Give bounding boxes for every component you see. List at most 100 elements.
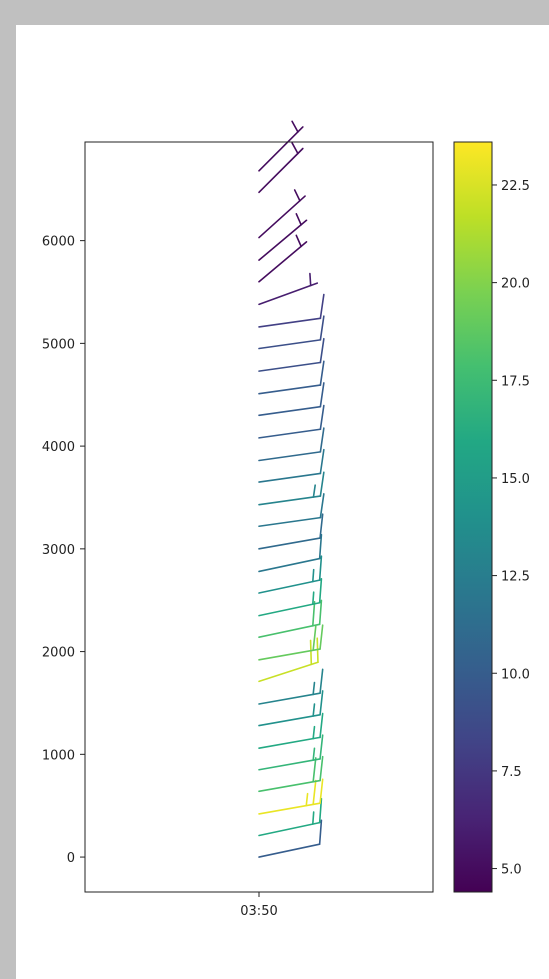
- wind-barb: [258, 624, 324, 661]
- wind-barb: [258, 578, 323, 617]
- barb-flag: [319, 755, 324, 782]
- barb-flag: [311, 591, 315, 605]
- y-tick-label: 2000: [42, 646, 75, 661]
- barb-flag: [311, 811, 315, 825]
- barb-flag: [312, 757, 317, 783]
- barb-flag: [305, 792, 309, 807]
- colorbar-tick-label: 5.0: [501, 863, 522, 878]
- barb-flag: [318, 819, 323, 845]
- barb-shaft: [258, 736, 321, 749]
- barb-flag: [319, 337, 325, 364]
- barb-shaft: [258, 537, 321, 550]
- barb-flag: [311, 601, 316, 627]
- colorbar: [453, 141, 493, 893]
- barb-flag: [319, 293, 325, 320]
- barb-shaft: [258, 579, 321, 594]
- colorbar-tick-label: 22.5: [501, 179, 530, 194]
- barb-flag: [319, 493, 325, 519]
- wind-barb: [258, 427, 325, 462]
- wind-barb: [258, 272, 319, 306]
- wind-barb: [258, 533, 323, 573]
- barb-shaft: [258, 384, 322, 395]
- wind-barb: [258, 360, 325, 395]
- barb-flag: [318, 599, 323, 626]
- wind-barb: [258, 755, 324, 793]
- wind-barb: [258, 404, 325, 439]
- wind-barb: [258, 142, 304, 194]
- barb-shaft: [258, 802, 321, 815]
- wind-barb: [258, 555, 323, 594]
- colorbar-tick-label: 17.5: [501, 374, 530, 389]
- y-tick-label: 3000: [42, 543, 75, 558]
- barb-shaft: [258, 843, 321, 858]
- barb-flag: [319, 448, 325, 475]
- barb-flag: [318, 555, 323, 581]
- barb-flag: [291, 120, 299, 133]
- barb-shaft: [258, 779, 321, 793]
- wind-barb: [258, 189, 306, 239]
- wind-barb: [258, 797, 323, 837]
- barb-flag: [319, 668, 324, 695]
- colorbar-tick-label: 10.0: [501, 667, 530, 682]
- barb-shaft: [258, 195, 306, 239]
- y-tick-label: 6000: [42, 235, 75, 250]
- wind-barb: [258, 315, 325, 350]
- barb-shaft: [258, 451, 322, 462]
- barb-shaft: [258, 126, 304, 172]
- barb-flag: [312, 681, 316, 696]
- barb-flag: [319, 690, 324, 716]
- wind-barb-chart: 0 1000 2000 3000 4000 5000 6000 03:50 5.0 7.5 10…: [42, 120, 530, 919]
- wind-barb: [258, 213, 308, 261]
- wind-barb: [258, 471, 325, 506]
- barb-shaft: [258, 241, 308, 283]
- wind-barb: [258, 668, 324, 705]
- barb-flag: [312, 747, 316, 761]
- wind-barb: [258, 293, 325, 328]
- barb-flag: [312, 703, 316, 717]
- barb-flag: [311, 568, 315, 583]
- wind-barb: [258, 493, 325, 528]
- wind-barb: [258, 513, 324, 550]
- wind-barb: [258, 819, 323, 858]
- barb-flag: [319, 471, 325, 497]
- barb-shaft: [258, 361, 322, 372]
- barb-flag: [319, 513, 324, 539]
- barb-flag: [295, 213, 302, 226]
- y-tick-label: 0: [67, 851, 75, 866]
- wind-barb: [258, 120, 304, 172]
- barb-shaft: [258, 339, 322, 350]
- y-tick-label: 1000: [42, 748, 75, 763]
- plot-frame: [84, 141, 434, 893]
- barb-flag: [319, 382, 325, 408]
- barb-shaft: [258, 661, 319, 683]
- barb-shaft: [258, 623, 321, 639]
- wind-barb: [258, 448, 325, 483]
- wind-barb: [258, 234, 308, 283]
- wind-barb: [258, 690, 324, 727]
- barb-flag: [318, 797, 323, 824]
- barb-shaft: [258, 219, 308, 261]
- barbs-group: [258, 120, 325, 858]
- barb-shaft: [258, 557, 321, 573]
- barb-flag: [309, 639, 313, 666]
- wind-barb: [258, 337, 325, 372]
- barb-shaft: [258, 428, 322, 439]
- colorbar-tick-label: 20.0: [501, 277, 530, 292]
- barb-flag: [319, 778, 324, 804]
- y-tick-label: 4000: [42, 440, 75, 455]
- barb-flag: [318, 533, 323, 560]
- colorbar-tick-label: 15.0: [501, 472, 530, 487]
- figure: 0 1000 2000 3000 4000 5000 6000 03:50 5.0 7.5 10…: [16, 25, 549, 979]
- barb-shaft: [258, 317, 322, 328]
- barb-flag: [312, 484, 316, 498]
- barb-flag: [312, 725, 316, 740]
- barb-flag: [319, 360, 325, 386]
- barb-flag: [318, 578, 323, 604]
- barb-flag: [312, 625, 317, 652]
- barb-flag: [293, 189, 301, 202]
- wind-barb: [258, 637, 319, 683]
- barb-flag: [291, 142, 299, 155]
- barb-flag: [319, 427, 325, 453]
- barb-flag: [309, 272, 312, 287]
- colorbar-tick-label: 7.5: [501, 765, 522, 780]
